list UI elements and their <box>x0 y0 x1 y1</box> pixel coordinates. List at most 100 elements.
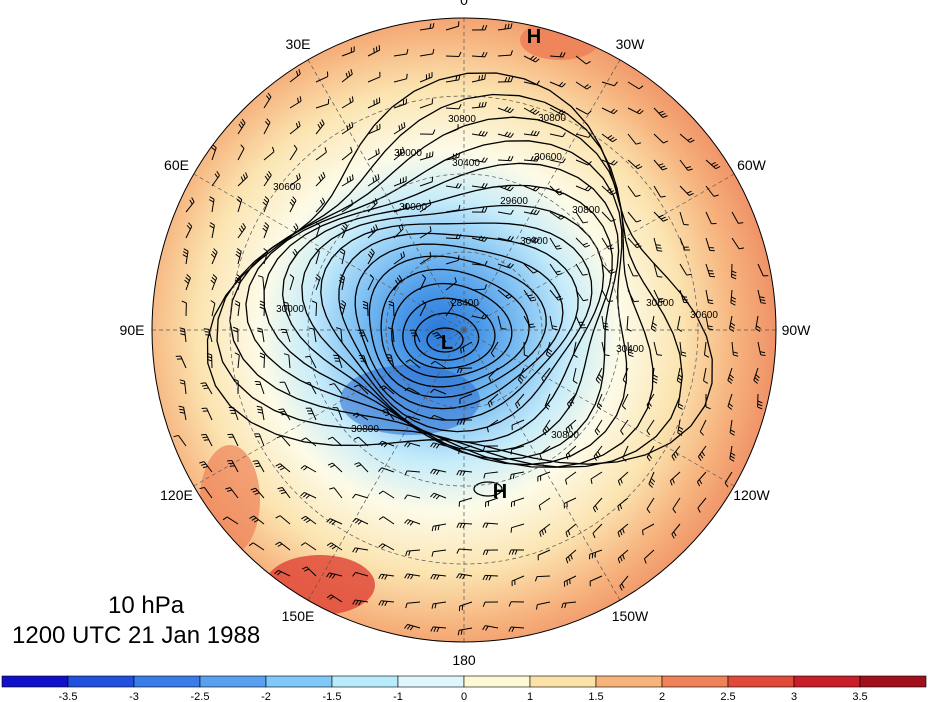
wind-barb <box>259 300 266 317</box>
wind-barb <box>653 211 668 222</box>
wind-barb <box>575 211 589 224</box>
wind-barb <box>703 367 709 384</box>
wind-barb <box>589 549 603 560</box>
meridian-line <box>307 59 465 331</box>
wind-barb <box>626 315 632 332</box>
wind-barb <box>575 107 592 115</box>
longitude-label: 30W <box>616 36 646 52</box>
pressure-system-marks: H L H <box>441 26 541 503</box>
wind-barb <box>523 341 530 358</box>
wind-barb <box>627 185 641 198</box>
wind-barb <box>393 203 408 213</box>
wind-barb <box>458 445 473 455</box>
colorbar-bin <box>661 675 729 688</box>
colorbar-bin <box>331 675 399 688</box>
wind-barb <box>199 486 213 499</box>
wind-barb <box>646 445 655 462</box>
wind-barb <box>404 494 421 500</box>
wind-barb <box>263 170 272 187</box>
height-contour <box>320 222 593 433</box>
wind-barb <box>482 445 499 451</box>
wind-barb <box>378 600 395 607</box>
wind-barb <box>705 237 715 252</box>
wind-barb <box>549 289 564 301</box>
contour-label: 30600 <box>273 182 301 193</box>
wind-barb <box>358 354 369 369</box>
wind-barb <box>249 515 265 525</box>
wind-barb <box>289 96 302 109</box>
wind-barb <box>650 315 658 332</box>
wind-barb <box>419 48 435 57</box>
wind-barb <box>679 289 689 304</box>
wind-barb <box>575 237 590 248</box>
wind-barb <box>646 393 655 410</box>
wind-barb <box>257 275 265 291</box>
wind-barb <box>510 497 525 508</box>
contour-label: 30600 <box>646 298 674 309</box>
wind-barb <box>471 260 488 266</box>
wind-barb <box>430 492 447 500</box>
contour-label: 30400 <box>452 158 480 169</box>
wind-barb <box>339 300 347 317</box>
meridian-line <box>463 173 735 331</box>
longitude-label: 150W <box>612 608 649 624</box>
wind-barb <box>419 151 434 161</box>
wind-barb <box>431 601 447 609</box>
wind-barb <box>341 174 354 187</box>
wind-barb <box>367 123 381 135</box>
wind-barb <box>404 415 421 421</box>
wind-barb <box>677 315 682 332</box>
wind-barb <box>179 327 187 343</box>
wind-barb <box>226 459 239 473</box>
wind-barb <box>679 263 692 276</box>
wind-barb <box>233 326 239 343</box>
wind-barb <box>388 300 395 317</box>
wind-barb <box>471 235 488 242</box>
wind-barb <box>419 300 427 317</box>
meridian-line <box>463 329 621 601</box>
wind-barb <box>352 547 369 553</box>
wind-barb <box>653 237 663 252</box>
wind-barb <box>185 197 195 213</box>
wind-barb <box>705 211 717 225</box>
height-contour <box>245 140 628 466</box>
wind-barb <box>508 626 525 633</box>
wind-barb <box>523 107 540 115</box>
longitude-label: 60W <box>737 157 767 173</box>
wind-barb <box>367 248 375 265</box>
wind-barb <box>332 407 343 421</box>
wind-barb <box>539 523 551 537</box>
wind-barb <box>482 574 499 581</box>
wind-barb <box>404 623 421 631</box>
wind-barb <box>175 355 187 369</box>
wind-barb <box>419 72 433 83</box>
wind-barb <box>601 315 609 331</box>
wind-barb <box>590 471 603 484</box>
contour-label: 30000 <box>394 148 422 159</box>
wind-barb <box>727 393 734 410</box>
wind-barb <box>471 51 488 58</box>
wind-barb <box>206 352 213 369</box>
wind-barb <box>445 300 454 317</box>
wind-barb <box>289 120 301 135</box>
wind-barb <box>549 237 562 250</box>
wind-barb <box>601 289 614 302</box>
wind-barb <box>753 367 760 384</box>
wind-barb <box>378 467 395 473</box>
height-contour <box>426 327 464 353</box>
wind-barb <box>259 352 266 369</box>
wind-barb <box>601 263 616 275</box>
wind-barb <box>234 300 241 317</box>
wind-barb <box>275 463 291 473</box>
wind-barb <box>601 185 617 196</box>
longitude-label: 90W <box>782 322 812 338</box>
wind-barb <box>549 107 566 115</box>
wind-barb <box>393 176 407 187</box>
wind-barb <box>352 599 369 606</box>
colorbar-bin <box>1 675 69 688</box>
colorbar-tick-label: -1.5 <box>323 691 342 702</box>
wind-barb <box>705 159 721 170</box>
wind-barb <box>572 341 578 358</box>
wind-barb <box>497 106 514 114</box>
